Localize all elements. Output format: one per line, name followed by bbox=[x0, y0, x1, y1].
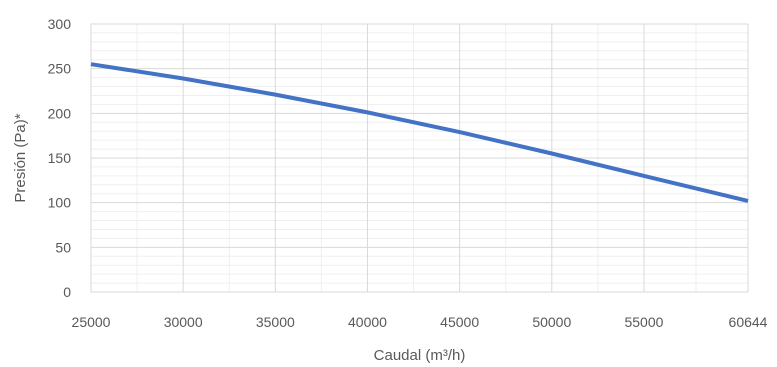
series-layer bbox=[90, 62, 749, 203]
y-tick-label: 250 bbox=[48, 61, 72, 77]
x-tick-label: 35000 bbox=[256, 314, 295, 330]
major-gridlines bbox=[90, 23, 749, 293]
x-tick-label: 25000 bbox=[72, 314, 111, 330]
x-tick-label: 30000 bbox=[164, 314, 203, 330]
y-tick-label: 150 bbox=[48, 150, 72, 166]
plot-area-border bbox=[90, 23, 749, 293]
y-tick-label: 0 bbox=[63, 284, 71, 300]
y-tick-label: 200 bbox=[48, 105, 72, 121]
y-axis-title: Presión (Pa)* bbox=[12, 113, 29, 202]
y-tick-label: 50 bbox=[55, 239, 71, 255]
x-axis-tick-labels: 25000 30000 35000 40000 45000 50000 55000 60644 bbox=[72, 314, 768, 330]
series-line bbox=[90, 62, 749, 203]
x-tick-label: 45000 bbox=[440, 314, 479, 330]
x-tick-label: 60644 bbox=[729, 314, 768, 330]
x-axis-title: Caudal (m³/h) bbox=[374, 347, 466, 364]
x-tick-label: 40000 bbox=[348, 314, 387, 330]
x-tick-label: 50000 bbox=[532, 314, 571, 330]
y-axis-tick-labels: 0 50 100 150 200 250 300 bbox=[48, 16, 72, 300]
y-tick-label: 100 bbox=[48, 195, 72, 211]
minor-gridlines bbox=[91, 24, 748, 292]
x-tick-label: 55000 bbox=[624, 314, 663, 330]
y-tick-label: 300 bbox=[48, 16, 72, 32]
